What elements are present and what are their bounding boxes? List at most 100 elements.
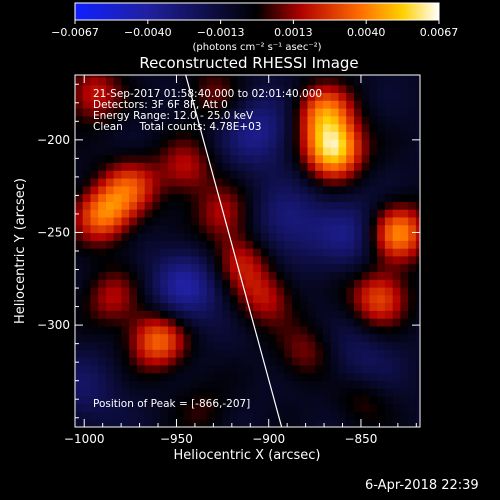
heatmap-cell <box>392 302 401 311</box>
heatmap-cell <box>369 162 378 171</box>
heatmap-cell <box>338 364 347 374</box>
heatmap-cell <box>292 263 301 272</box>
heatmap-cell <box>98 216 107 226</box>
heatmap-cell <box>323 115 332 125</box>
heatmap-cell <box>261 318 270 327</box>
heatmap-cell <box>392 76 401 86</box>
heatmap-cell <box>199 325 208 335</box>
heatmap-cell <box>137 372 146 381</box>
heatmap-cell <box>377 310 386 319</box>
heatmap-cell <box>369 216 378 226</box>
heatmap-cell <box>284 349 293 358</box>
heatmap-cell <box>206 248 215 257</box>
heatmap-cell <box>160 279 169 288</box>
heatmap-cell <box>377 123 386 132</box>
heatmap-cell <box>384 286 394 296</box>
heatmap-cell <box>361 131 370 140</box>
heatmap-cell <box>121 372 130 381</box>
heatmap-cell <box>129 193 138 202</box>
heatmap-cell <box>276 372 285 381</box>
heatmap-cell <box>245 286 254 296</box>
heatmap-cell <box>98 271 107 280</box>
heatmap-cell <box>160 255 169 265</box>
heatmap-cell <box>346 388 355 397</box>
heatmap-cell <box>408 364 417 374</box>
heatmap-cell <box>144 154 153 164</box>
heatmap-cell <box>113 75 122 78</box>
heatmap-cell <box>253 76 262 86</box>
heatmap-cell <box>214 388 223 397</box>
heatmap-cell <box>245 201 254 210</box>
heatmap-cell <box>206 318 215 327</box>
heatmap-cell <box>90 162 99 171</box>
heatmap-cell <box>214 209 223 218</box>
heatmap-cell <box>222 201 231 210</box>
heatmap-cell <box>400 271 409 280</box>
heatmap-cell <box>261 263 270 272</box>
heatmap-cell <box>230 294 239 304</box>
heatmap-cell <box>82 92 91 101</box>
heatmap-cell <box>106 115 115 125</box>
heatmap-cell <box>400 185 409 195</box>
heatmap-cell <box>222 279 231 288</box>
heatmap-cell <box>175 170 184 179</box>
heatmap-cell <box>175 419 184 427</box>
heatmap-cell <box>338 75 347 78</box>
heatmap-cell <box>384 216 394 226</box>
heatmap-cell <box>237 75 246 78</box>
heatmap-cell <box>245 255 254 265</box>
heatmap-cell <box>415 403 420 413</box>
heatmap-cell <box>261 193 270 202</box>
heatmap-cell <box>82 240 91 249</box>
heatmap-cell <box>199 154 208 164</box>
heatmap-cell <box>183 108 192 117</box>
heatmap-cell <box>113 364 122 374</box>
heatmap-cell <box>206 185 215 195</box>
heatmap-cell <box>237 170 246 179</box>
heatmap-cell <box>191 100 200 109</box>
heatmap-cell <box>137 395 146 405</box>
heatmap-cell <box>284 131 293 140</box>
heatmap-cell <box>98 139 107 148</box>
heatmap-cell <box>415 75 420 78</box>
heatmap-cell <box>160 123 169 132</box>
heatmap-cell <box>90 123 99 132</box>
heatmap-cell <box>129 131 138 140</box>
heatmap-cell <box>346 146 355 156</box>
heatmap-cell <box>121 178 130 187</box>
heatmap-cell <box>261 388 270 397</box>
heatmap-cell <box>237 123 246 132</box>
heatmap-cell <box>129 294 138 304</box>
heatmap-cell <box>408 310 417 319</box>
heatmap-cell <box>361 255 370 265</box>
heatmap-cell <box>90 75 99 78</box>
heatmap-cell <box>191 372 200 381</box>
heatmap-cell <box>261 349 270 358</box>
heatmap-cell <box>392 419 401 427</box>
heatmap-cell <box>369 364 378 374</box>
heatmap-cell <box>384 419 394 427</box>
heatmap-cell <box>82 232 91 241</box>
heatmap-cell <box>299 115 308 125</box>
heatmap-cell <box>137 286 146 296</box>
heatmap-cell <box>276 333 285 342</box>
heatmap-cell <box>369 310 378 319</box>
heatmap-cell <box>82 76 91 86</box>
heatmap-cell <box>261 201 270 210</box>
heatmap-cell <box>152 341 161 350</box>
heatmap-cell <box>292 100 301 109</box>
x-tick-label: −900 <box>252 432 285 446</box>
heatmap-cell <box>284 318 293 327</box>
heatmap-cell <box>113 123 122 132</box>
heatmap-cell <box>361 286 370 296</box>
heatmap-cell <box>323 185 332 195</box>
heatmap-cell <box>168 185 177 195</box>
heatmap-cell <box>144 388 153 397</box>
heatmap-cell <box>168 302 177 311</box>
heatmap-cell <box>222 411 231 420</box>
heatmap-cell <box>415 154 420 164</box>
heatmap-cell <box>183 419 192 427</box>
heatmap-cell <box>323 232 332 241</box>
heatmap-cell <box>276 100 285 109</box>
heatmap-cell <box>230 209 239 218</box>
